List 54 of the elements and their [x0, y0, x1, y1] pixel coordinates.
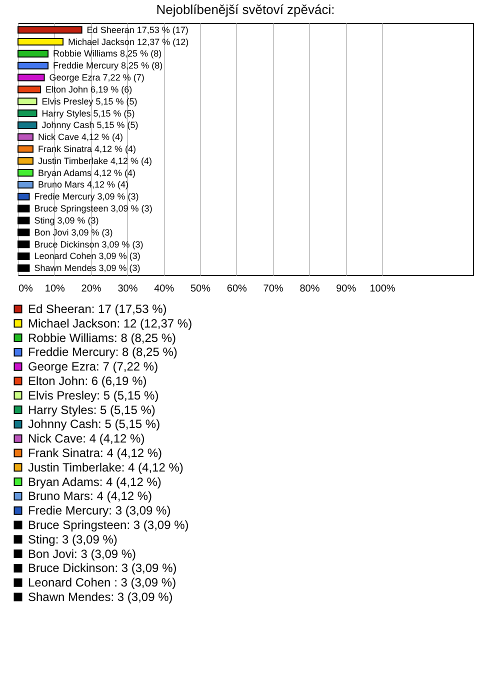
category-label: Michael Jackson 12,37 % (12) [68, 36, 189, 47]
legend-label: Freddie Mercury: 8 (8,25 %) [28, 345, 178, 360]
legend-label: Bruno Mars: 4 (4,12 %) [28, 489, 152, 504]
x-tick-label: 100% [370, 284, 396, 294]
legend-label: Robbie Williams: 8 (8,25 %) [28, 330, 176, 345]
category-label: Nick Cave 4,12 % (4) [38, 132, 124, 142]
category-label: Leonard Cohen 3,09 % (3) [34, 251, 140, 262]
category-label: Bruce Springsteen 3,09 % (3) [34, 204, 152, 214]
legend-label: Frank Sinatra: 4 (4,12 %) [28, 446, 162, 460]
category-label: Bruce Dickinson 3,09 % (3) [34, 239, 144, 250]
legend-label: Justin Timberlake: 4 (4,12 %) [28, 460, 184, 474]
legend-label: Nick Cave: 4 (4,12 %) [28, 432, 145, 446]
legend-label: Michael Jackson: 12 (12,37 %) [28, 316, 192, 330]
category-label: Elvis Presley 5,15 % (5) [42, 96, 138, 106]
category-label: Shawn Mendes 3,09 % (3) [34, 263, 140, 274]
legend-label: Bon Jovi: 3 (3,09 %) [28, 546, 136, 561]
category-label: Sting 3,09 % (3) [34, 215, 99, 226]
category-label: Robbie Williams 8,25 % (8) [53, 48, 162, 59]
category-label: Fredie Mercury 3,09 % (3) [34, 192, 139, 202]
category-label: Johnny Cash 5,15 % (5) [42, 120, 138, 130]
category-label: Elton John 6,19 % (6) [46, 84, 132, 94]
x-tick-label: 20% [81, 284, 102, 294]
x-tick-label: 60% [226, 284, 248, 294]
legend-label: George Ezra: 7 (7,22 %) [28, 360, 158, 374]
x-tick-label: 90% [336, 284, 356, 294]
category-label: Ed Sheeran 17,53 % (17) [86, 24, 188, 35]
x-tick-label: 80% [300, 284, 320, 294]
category-label: George Ezra 7,22 % (7) [49, 72, 144, 83]
category-label: Frank Sinatra 4,12 % (4) [38, 144, 136, 154]
legend-label: Elvis Presley: 5 (5,15 %) [28, 388, 159, 402]
legend-label: Fredie Mercury: 3 (3,09 %) [28, 504, 171, 518]
x-tick-label: 50% [190, 284, 211, 294]
legend-label: Elton John: 6 (6,19 %) [28, 374, 147, 388]
legend-label: Bruce Dickinson: 3 (3,09 %) [28, 561, 177, 576]
category-label: Bon Jovi 3,09 % (3) [34, 227, 113, 238]
category-label: Bruno Mars 4,12 % (4) [38, 180, 129, 190]
legend-label: Johnny Cash: 5 (5,15 %) [28, 417, 160, 432]
legend-label: Ed Sheeran: 17 (17,53 %) [28, 302, 167, 316]
legend-label: Sting: 3 (3,09 %) [28, 532, 118, 546]
x-tick-label: 70% [263, 284, 284, 294]
category-label: Harry Styles 5,15 % (5) [42, 108, 135, 118]
category-label: Bryan Adams 4,12 % (4) [38, 168, 136, 178]
x-tick-label: 0% [18, 284, 34, 294]
x-tick-label: 40% [154, 284, 174, 294]
legend-label: Leonard Cohen : 3 (3,09 %) [28, 576, 176, 590]
x-tick-label: 30% [118, 284, 138, 294]
x-tick-label: 10% [44, 284, 66, 294]
category-label: Freddie Mercury 8,25 % (8) [53, 60, 163, 71]
category-label: Justin Timberlake 4,12 % (4) [38, 156, 152, 166]
legend-label: Bryan Adams: 4 (4,12 %) [28, 474, 162, 489]
legend-label: Harry Styles: 5 (5,15 %) [28, 402, 156, 417]
legend-label: Bruce Springsteen: 3 (3,09 %) [28, 518, 189, 532]
legend-label: Shawn Mendes: 3 (3,09 %) [28, 590, 173, 604]
chart-title: Nejoblíbenější světoví zpěváci: [156, 2, 335, 17]
